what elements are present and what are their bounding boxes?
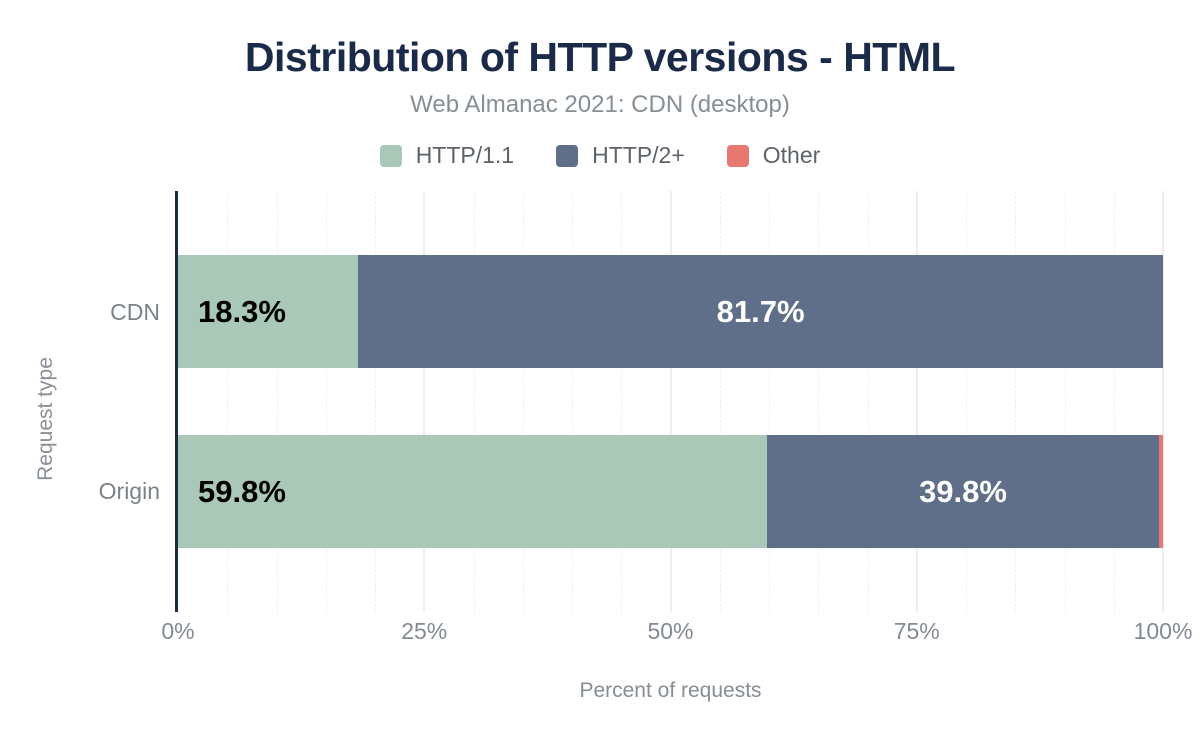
gridline xyxy=(966,191,967,612)
gridline xyxy=(522,191,524,612)
chart-title: Distribution of HTTP versions - HTML xyxy=(244,34,956,80)
gridline xyxy=(325,191,327,612)
bar-value-label: 18.3% xyxy=(198,293,286,329)
gridline xyxy=(818,191,820,612)
legend-item-http2plus: HTTP/2+ xyxy=(556,142,685,169)
gridline xyxy=(1113,191,1115,612)
bar-value-label: 39.8% xyxy=(919,473,1007,509)
x-tick-50: 50% xyxy=(647,618,694,644)
bar-segment-http11-cdn[interactable]: 18.3% xyxy=(178,255,359,368)
chart-subtitle: Web Almanac 2021: CDN (desktop) xyxy=(410,91,790,118)
x-tick-0: 0% xyxy=(161,618,195,644)
legend-label-http11: HTTP/1.1 xyxy=(415,142,515,168)
gridline xyxy=(1015,191,1017,612)
bar-value-label: 59.8% xyxy=(198,473,286,509)
gridline xyxy=(769,191,770,612)
bar-value-label: 81.7% xyxy=(716,293,805,329)
bar-segment-other-origin[interactable] xyxy=(1159,435,1163,548)
legend-label-http2plus: HTTP/2+ xyxy=(592,142,685,168)
plot-area: 18.3% 81.7% 59.8% 39.8% xyxy=(175,191,1164,612)
x-tick-75: 75% xyxy=(893,618,940,644)
bar-segment-http2-cdn[interactable]: 81.7% xyxy=(358,255,1163,368)
gridline xyxy=(1064,191,1066,612)
gridline xyxy=(669,191,672,612)
gridline xyxy=(867,191,869,612)
x-axis-ticks: 0% 25% 50% 75% 100% xyxy=(161,618,1192,646)
gridline xyxy=(1162,191,1164,612)
legend-swatch-http2plus-icon xyxy=(556,144,579,167)
bar-row-origin: 59.8% 39.8% xyxy=(178,435,1163,548)
gridline xyxy=(227,191,229,612)
gridline xyxy=(915,191,918,612)
legend-item-other: Other xyxy=(726,142,821,169)
gridline xyxy=(375,191,376,612)
legend-swatch-other-icon xyxy=(726,144,749,167)
legend-item-http11: HTTP/1.1 xyxy=(379,142,515,169)
bar-segment-http2-origin[interactable]: 39.8% xyxy=(767,435,1160,548)
legend-swatch-http11-icon xyxy=(379,144,402,167)
gridline xyxy=(719,191,721,612)
gridline xyxy=(276,191,278,612)
gridline xyxy=(473,191,475,612)
gridline xyxy=(621,191,623,612)
gridline xyxy=(572,191,573,612)
legend-label-other: Other xyxy=(762,142,821,168)
category-label-cdn: CDN xyxy=(110,299,160,325)
x-axis-title: Percent of requests xyxy=(579,679,762,702)
legend: HTTP/1.1 HTTP/2+ Other xyxy=(0,142,1200,169)
gridline xyxy=(423,191,426,612)
category-label-origin: Origin xyxy=(98,478,160,504)
bar-segment-http11-origin[interactable]: 59.8% xyxy=(178,435,768,548)
bar-row-cdn: 18.3% 81.7% xyxy=(178,255,1163,368)
x-tick-100: 100% xyxy=(1133,618,1193,644)
x-tick-25: 25% xyxy=(401,618,448,644)
